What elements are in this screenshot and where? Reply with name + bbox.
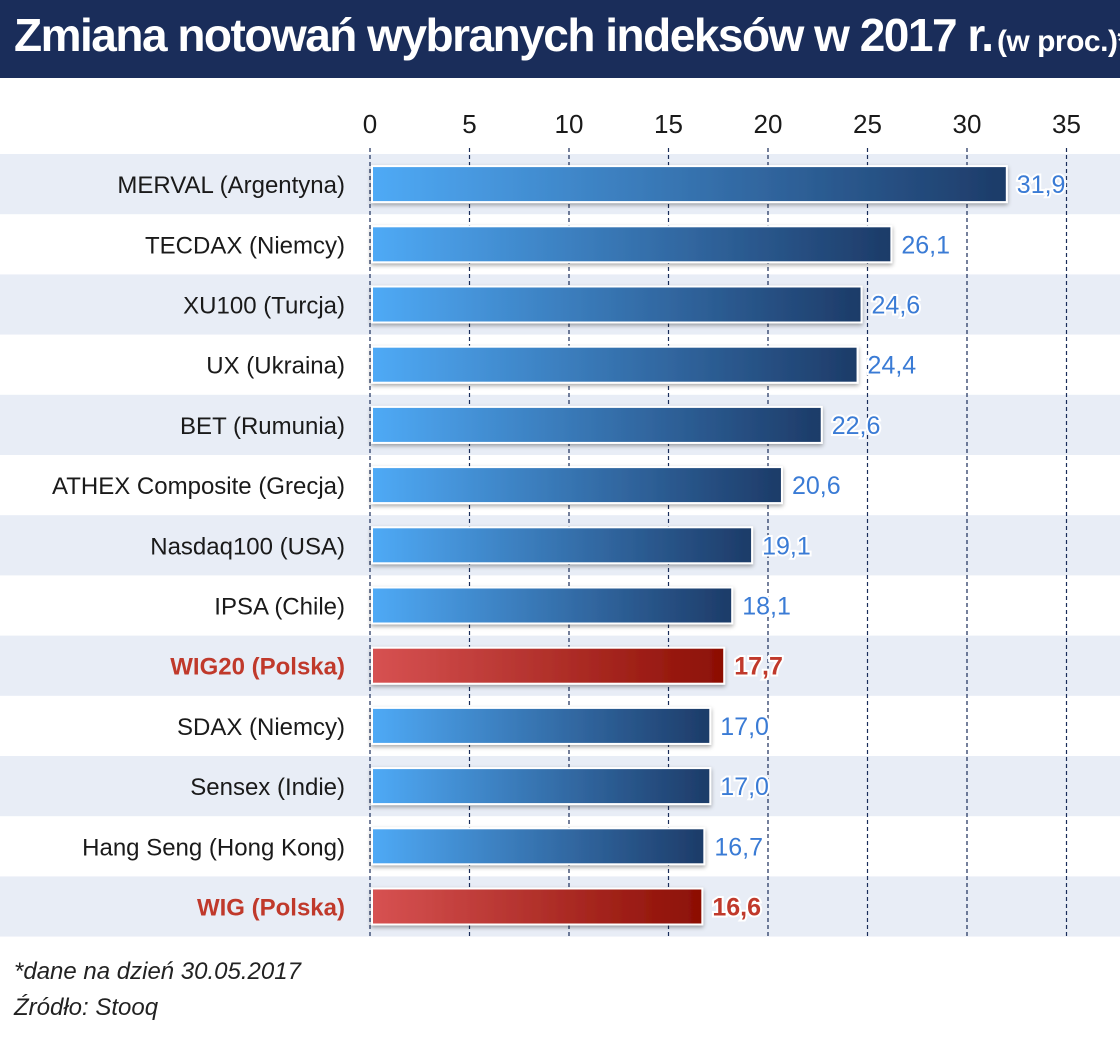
category-label: TECDAX (Niemcy)	[145, 232, 345, 259]
bar	[371, 345, 859, 384]
category-label: IPSA (Chile)	[214, 594, 345, 621]
bar	[371, 285, 863, 324]
value-label: 24,6	[872, 292, 921, 320]
bar	[371, 706, 712, 745]
category-label: WIG20 (Polska)	[170, 654, 345, 681]
category-label: Hang Seng (Hong Kong)	[82, 834, 345, 861]
bar	[371, 767, 712, 806]
category-label: Nasdaq100 (USA)	[150, 533, 345, 560]
bar	[371, 165, 1008, 204]
footnote: *dane na dzień 30.05.2017	[14, 958, 301, 985]
bar	[371, 646, 726, 685]
value-label: 20,6	[792, 472, 841, 500]
value-label: 16,7	[714, 833, 763, 861]
value-label: 16,6	[712, 894, 761, 922]
bar	[371, 586, 734, 625]
value-label: 18,1	[742, 593, 791, 621]
bar	[371, 827, 706, 866]
x-tick-label: 15	[654, 109, 683, 139]
x-tick-label: 10	[555, 109, 584, 139]
bar	[371, 405, 823, 444]
category-label: UX (Ukraina)	[206, 353, 345, 380]
value-label: 26,1	[901, 231, 950, 259]
value-label: 17,0	[720, 713, 769, 741]
title-bar: Zmiana notowań wybranych indeksów w 2017…	[0, 0, 1120, 78]
bar	[371, 225, 893, 264]
category-label: MERVAL (Argentyna)	[117, 172, 345, 199]
bar	[371, 887, 704, 926]
value-label: 22,6	[832, 412, 881, 440]
x-tick-label: 35	[1052, 109, 1081, 139]
value-labels: 31,9 26,1 24,6 24,4 22,6 20,6 19,1 18,1 17,7 17,0…	[710, 169, 1067, 923]
bar-chart: 0 5 10 15 20 25 30 35 MERVAL (Argentyna) TECDAX …	[0, 109, 1120, 937]
chart-title: Zmiana notowań wybranych indeksów w 2017…	[14, 8, 1120, 62]
source-note: Źródło: Stooq	[14, 994, 159, 1021]
bar	[371, 526, 754, 565]
chart-title-main: Zmiana notowań wybranych indeksów w 2017…	[14, 9, 994, 61]
value-label: 17,7	[734, 653, 783, 681]
category-label: SDAX (Niemcy)	[177, 714, 345, 741]
x-tick-label: 20	[754, 109, 783, 139]
category-label: XU100 (Turcja)	[183, 293, 345, 320]
category-label: ATHEX Composite (Grecja)	[52, 473, 345, 500]
value-label: 24,4	[868, 352, 917, 380]
x-tick-label: 25	[853, 109, 882, 139]
category-labels: MERVAL (Argentyna) TECDAX (Niemcy) XU100 (…	[52, 172, 345, 921]
category-label: Sensex (Indie)	[190, 774, 345, 801]
category-label: WIG (Polska)	[197, 895, 345, 922]
value-label: 17,0	[720, 773, 769, 801]
value-label: 31,9	[1017, 171, 1066, 199]
x-axis-ticks: 0 5 10 15 20 25 30 35	[363, 109, 1081, 139]
chart-title-unit: (w proc.)*	[996, 25, 1120, 58]
x-tick-label: 5	[462, 109, 476, 139]
value-label: 19,1	[762, 532, 811, 560]
x-tick-label: 0	[363, 109, 377, 139]
bars	[371, 165, 1008, 926]
bar	[371, 466, 783, 505]
x-tick-label: 30	[953, 109, 982, 139]
category-label: BET (Rumunia)	[180, 413, 345, 440]
